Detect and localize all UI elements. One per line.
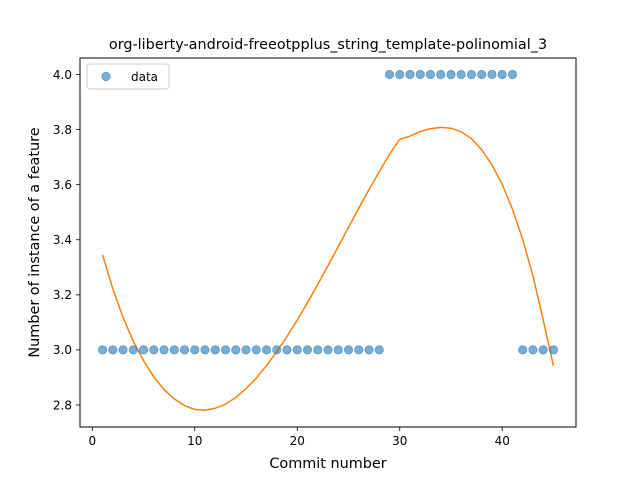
data-point (118, 345, 128, 355)
data-point (108, 345, 118, 355)
legend-marker (101, 71, 111, 82)
data-point (364, 345, 374, 355)
y-axis-label: Number of instance of a feature (27, 127, 43, 357)
legend-label: data (131, 70, 158, 84)
data-point (436, 69, 446, 80)
data-point (323, 345, 333, 355)
data-point (169, 345, 179, 355)
data-point (179, 345, 190, 355)
data-point (241, 345, 251, 355)
data-point (261, 345, 272, 355)
x-tick-label: 20 (290, 434, 305, 448)
legend-box (86, 63, 170, 90)
axes-frame (79, 57, 577, 428)
data-point (231, 345, 241, 355)
y-tick-label: 2.8 (53, 398, 72, 412)
x-axis-label: Commit number (269, 456, 386, 472)
data-point (538, 345, 548, 355)
y-tick-label: 3.2 (53, 288, 72, 302)
data-point (282, 345, 292, 355)
legend: data (86, 63, 170, 90)
data-point (497, 69, 507, 80)
data-point (395, 69, 405, 80)
data-point (128, 345, 138, 355)
data-point (384, 69, 395, 80)
y-tick-label: 3.0 (53, 343, 72, 357)
data-point (477, 69, 487, 80)
data-point (97, 345, 108, 355)
data-point (518, 345, 528, 355)
x-tick-label: 40 (495, 434, 510, 448)
y-tick-label: 3.6 (53, 178, 72, 192)
x-tick-label: 30 (392, 434, 407, 448)
plot-area (97, 69, 559, 411)
data-point (466, 69, 477, 80)
data-point (313, 345, 323, 355)
data-point (507, 69, 518, 80)
x-tick-label: 10 (187, 434, 202, 448)
data-point (446, 69, 456, 80)
data-point (159, 345, 169, 355)
data-point (138, 345, 149, 355)
data-point (190, 345, 200, 355)
data-point (487, 69, 497, 80)
data-point (548, 345, 559, 355)
y-axis-ticks: 2.8 3.0 3.2 3.4 3.6 3.8 4.0 (53, 68, 80, 412)
data-point (220, 345, 231, 355)
data-point (149, 345, 159, 355)
data-point (405, 69, 415, 80)
data-point (251, 345, 261, 355)
data-point (528, 345, 538, 355)
y-tick-label: 3.4 (53, 233, 72, 247)
x-axis-ticks: 0 10 20 30 40 (88, 427, 510, 448)
data-point (415, 69, 425, 80)
y-tick-label: 3.8 (53, 123, 72, 137)
data-point (210, 345, 220, 355)
data-point (333, 345, 343, 355)
data-point (425, 69, 436, 80)
data-point (354, 345, 364, 355)
data-point (200, 345, 210, 355)
chart-title: org-liberty-android-freeotpplus_string_t… (109, 37, 547, 53)
data-point (343, 345, 354, 355)
y-tick-label: 4.0 (53, 68, 72, 82)
data-point (272, 345, 282, 355)
x-tick-label: 0 (88, 434, 96, 448)
data-point (374, 345, 384, 355)
data-point (302, 345, 313, 355)
fit-line (101, 126, 555, 411)
data-point (456, 69, 466, 80)
data-point (292, 345, 302, 355)
